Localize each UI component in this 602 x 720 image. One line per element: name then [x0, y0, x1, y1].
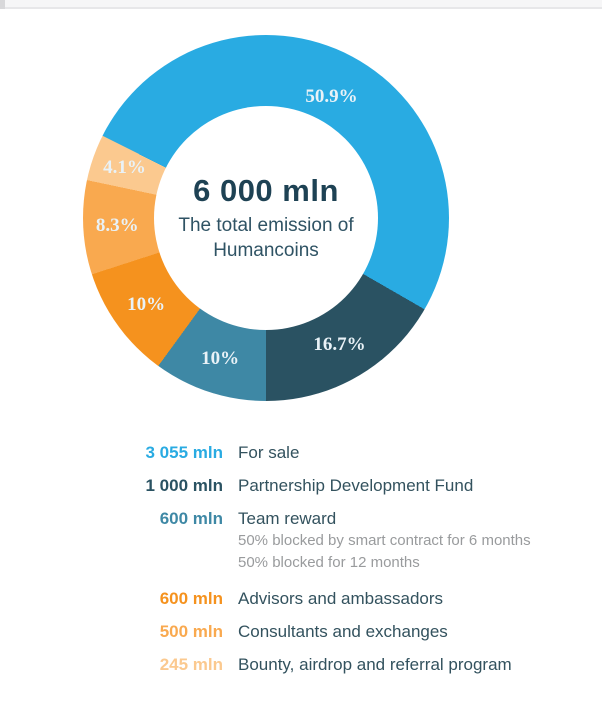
total-emission-value: 6 000 mln: [193, 173, 339, 209]
legend-value: 600 mln: [159, 509, 223, 528]
legend-item-partnership-fund: 1 000 mln Partnership Development Fund: [0, 475, 602, 497]
team-reward-notes: 50% blocked by smart contract for 6 mont…: [238, 530, 602, 574]
legend-label: Consultants and exchanges: [238, 622, 448, 641]
top-section-divider: [0, 0, 602, 9]
legend-value: 500 mln: [159, 622, 223, 641]
total-emission-caption: The total emission of Humancoins: [178, 214, 354, 261]
slice-percent-label: 10%: [127, 293, 166, 315]
slice-percent-label: 10%: [201, 347, 240, 369]
legend-item-consultants: 500 mln Consultants and exchanges: [0, 621, 602, 643]
team-reward-note: 50% blocked by smart contract for 6 mont…: [238, 532, 531, 549]
team-reward-note: 50% blocked for 12 months: [238, 554, 420, 571]
legend-value: 3 055 mln: [145, 443, 224, 462]
slice-percent-label: 50.9%: [305, 85, 358, 107]
legend-item-advisors: 600 mln Advisors and ambassadors: [0, 588, 602, 610]
slice-percent-label: 8.3%: [95, 214, 139, 236]
legend-label: For sale: [238, 443, 300, 462]
legend-value: 600 mln: [159, 589, 223, 608]
token-distribution-chart: 6 000 mln The total emission of Humancoi…: [83, 35, 449, 401]
legend-item-team-reward: 600 mln Team reward: [0, 508, 602, 530]
top-divider-left-cap: [0, 0, 5, 9]
legend-label: Partnership Development Fund: [238, 476, 474, 495]
chart-legend: 3 055 mln For sale 1 000 mln Partnership…: [0, 442, 602, 687]
legend-label: Advisors and ambassadors: [238, 589, 444, 608]
legend-value: 1 000 mln: [145, 476, 224, 495]
legend-item-for-sale: 3 055 mln For sale: [0, 442, 602, 464]
legend-value: 245 mln: [159, 655, 223, 674]
slice-percent-label: 4.1%: [103, 157, 146, 179]
legend-label: Team reward: [238, 509, 337, 528]
slice-percent-label: 16.7%: [313, 334, 366, 356]
legend-item-bounty: 245 mln Bounty, airdrop and referral pro…: [0, 654, 602, 676]
donut-center: 6 000 mln The total emission of Humancoi…: [154, 106, 378, 330]
legend-label: Bounty, airdrop and referral program: [238, 655, 512, 674]
